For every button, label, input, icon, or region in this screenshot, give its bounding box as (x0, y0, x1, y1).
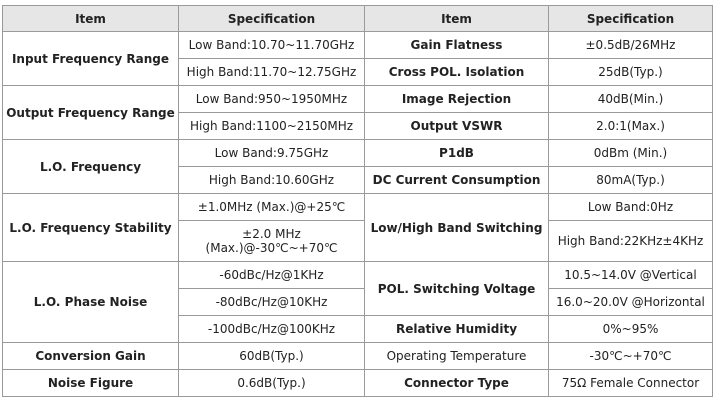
dc-current-consumption-label: DC Current Consumption (364, 166, 549, 194)
band-switching-high: High Band:22KHz±4KHz (548, 220, 713, 262)
pol-switching-horizontal: 16.0~20.0V @Horizontal (548, 288, 713, 316)
header-row: Item Specification Item Specification (2, 5, 713, 32)
input-frequency-high-band: High Band:11.70~12.75GHz (178, 58, 365, 86)
table-row: Input Frequency Range Low Band:10.70~11.… (2, 31, 713, 86)
input-frequency-low-band: Low Band:10.70~11.70GHz (178, 31, 365, 59)
dc-current-consumption-value: 80mA(Typ.) (548, 166, 713, 194)
conversion-gain-label: Conversion Gain (2, 342, 179, 370)
output-frequency-low-band: Low Band:950~1950MHz (178, 85, 365, 113)
gain-flatness-label: Gain Flatness (364, 31, 549, 59)
lo-frequency-high-band: High Band:10.60GHz (178, 166, 365, 194)
gain-flatness-value: ±0.5dB/26MHz (548, 31, 713, 59)
operating-temperature-label: Operating Temperature (364, 342, 549, 370)
table-row: ±2.0 MHz (Max.)@-30℃~+70℃ High Band:22KH… (3, 220, 713, 262)
p1db-value: 0dBm (Min.) (548, 139, 713, 167)
table-row: High Band:11.70~12.75GHz Cross POL. Isol… (3, 58, 713, 86)
conversion-gain-value: 60dB(Typ.) (178, 342, 365, 370)
p1db-label: P1dB (364, 139, 549, 167)
specification-table: Item Specification Item Specification In… (2, 5, 713, 397)
relative-humidity-label: Relative Humidity (364, 315, 549, 343)
specification-header: Specification (548, 5, 713, 32)
table-row: Output Frequency Range Low Band:950~1950… (2, 85, 713, 140)
item-header: Item (364, 5, 549, 32)
item-header: Item (2, 5, 179, 32)
relative-humidity-value: 0%~95% (548, 315, 713, 343)
lo-frequency-stability-25c: ±1.0MHz (Max.)@+25℃ (178, 193, 365, 221)
specification-header: Specification (178, 5, 365, 32)
table-row: -100dBc/Hz@100KHz Relative Humidity 0%~9… (3, 315, 713, 343)
band-switching-low: Low Band:0Hz (548, 193, 713, 221)
band-switching-label: Low/High Band Switching (364, 193, 549, 262)
pol-switching-voltage-label: POL. Switching Voltage (364, 261, 549, 316)
pol-switching-vertical: 10.5~14.0V @Vertical (548, 261, 713, 289)
lo-frequency-low-band: Low Band:9.75GHz (178, 139, 365, 167)
table-row: L.O. Frequency Stability ±1.0MHz (Max.)@… (2, 193, 713, 262)
output-frequency-range-label: Output Frequency Range (2, 85, 179, 140)
table-row: High Band:1100~2150MHz Output VSWR 2.0:1… (3, 112, 713, 140)
phase-noise-100khz: -100dBc/Hz@100KHz (178, 315, 365, 343)
noise-figure-label: Noise Figure (2, 369, 179, 397)
lo-phase-noise-label: L.O. Phase Noise (2, 261, 179, 343)
connector-type-value: 75Ω Female Connector (548, 369, 713, 397)
image-rejection-label: Image Rejection (364, 85, 549, 113)
input-frequency-range-label: Input Frequency Range (2, 31, 179, 86)
image-rejection-value: 40dB(Min.) (548, 85, 713, 113)
phase-noise-10khz: -80dBc/Hz@10KHz (178, 288, 365, 316)
output-vswr-label: Output VSWR (364, 112, 549, 140)
output-frequency-high-band: High Band:1100~2150MHz (178, 112, 365, 140)
table-row: Conversion Gain 60dB(Typ.) Operating Tem… (2, 342, 713, 370)
noise-figure-value: 0.6dB(Typ.) (178, 369, 365, 397)
table-row: L.O. Frequency Low Band:9.75GHz P1dB 0dB… (2, 139, 713, 194)
table-row: Noise Figure 0.6dB(Typ.) Connector Type … (2, 369, 713, 397)
cross-pol-isolation-label: Cross POL. Isolation (364, 58, 549, 86)
lo-frequency-label: L.O. Frequency (2, 139, 179, 194)
lo-frequency-stability-range: ±2.0 MHz (Max.)@-30℃~+70℃ (178, 220, 365, 262)
table-row: High Band:10.60GHz DC Current Consumptio… (3, 166, 713, 194)
operating-temperature-value: -30℃~+70℃ (548, 342, 713, 370)
output-vswr-value: 2.0:1(Max.) (548, 112, 713, 140)
phase-noise-1khz: -60dBc/Hz@1KHz (178, 261, 365, 289)
lo-frequency-stability-label: L.O. Frequency Stability (2, 193, 179, 262)
cross-pol-isolation-value: 25dB(Typ.) (548, 58, 713, 86)
table-row: L.O. Phase Noise -60dBc/Hz@1KHz POL. Swi… (2, 261, 713, 343)
connector-type-label: Connector Type (364, 369, 549, 397)
